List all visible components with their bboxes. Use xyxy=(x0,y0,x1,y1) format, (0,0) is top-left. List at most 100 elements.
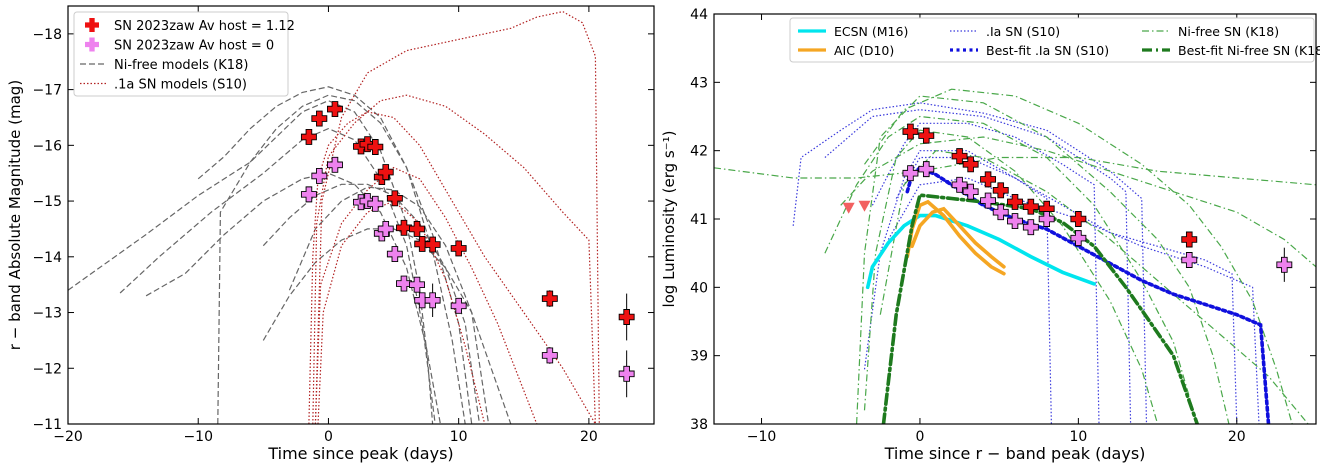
model-curve xyxy=(197,86,466,424)
model-curve xyxy=(864,88,1293,424)
y-tick-label: 43 xyxy=(690,75,708,91)
legend: SN 2023zaw Av host = 1.12 SN 2023zaw Av h… xyxy=(73,11,295,97)
data-point xyxy=(311,110,328,127)
x-tick-label: −20 xyxy=(53,429,83,445)
legend-marker xyxy=(85,18,99,32)
model-curve xyxy=(312,94,596,424)
legend-label: ECSN (M16) xyxy=(834,24,908,39)
data-point xyxy=(541,347,558,364)
model-curve xyxy=(887,177,1260,424)
data-point xyxy=(1007,193,1023,210)
data-point xyxy=(367,139,384,155)
data-point xyxy=(951,176,968,193)
data-point xyxy=(327,156,343,173)
left-panel: −20 −10 0 10 20 −11 −12 −13 −14 −15 −16 −17 −18 Time … xyxy=(6,5,655,463)
data-point xyxy=(300,129,317,145)
legend-box xyxy=(789,17,1315,63)
y-tick-label: −16 xyxy=(32,138,62,154)
y-tick-label: 40 xyxy=(690,280,708,296)
y-tick-label: 44 xyxy=(690,7,708,23)
data-point xyxy=(1007,213,1023,229)
data-point xyxy=(396,219,412,236)
data-point xyxy=(618,309,635,325)
data-point xyxy=(414,236,431,252)
model-curve xyxy=(308,111,596,424)
data-point xyxy=(902,165,919,182)
data-point xyxy=(386,190,403,207)
legend-label: Ni-free models (K18) xyxy=(114,58,248,73)
model-curve xyxy=(314,10,600,424)
model-curve xyxy=(714,156,1316,186)
data-point xyxy=(367,195,384,212)
series-line xyxy=(865,213,1096,290)
data-point xyxy=(962,183,979,200)
upper-limit-marker xyxy=(858,200,871,212)
x-tick-label: 0 xyxy=(324,429,333,445)
legend-label: SN 2023zaw Av host = 0 xyxy=(114,39,274,54)
y-tick-label: −14 xyxy=(32,250,62,266)
y-tick-label: 39 xyxy=(690,349,708,365)
model-curve xyxy=(856,95,1230,424)
series-line xyxy=(905,199,1006,276)
plot-frame xyxy=(67,5,655,425)
data-point xyxy=(962,156,979,173)
model-curve xyxy=(863,129,1159,424)
plot-area xyxy=(68,10,635,424)
data-point xyxy=(386,246,403,262)
legend-label: AIC (D10) xyxy=(834,43,894,58)
data-point xyxy=(992,204,1009,221)
x-tick-label: −10 xyxy=(747,429,777,445)
model-curve xyxy=(314,166,538,424)
model-curve xyxy=(792,102,1148,424)
model-curve xyxy=(871,122,1100,424)
y-tick-label: 42 xyxy=(690,144,708,160)
y-tick-label: −17 xyxy=(32,83,62,99)
x-tick-label: 20 xyxy=(1228,429,1246,445)
right-panel: −10 0 10 20 38 39 40 41 42 43 44 Time since r − ban… xyxy=(660,7,1320,463)
data-point xyxy=(377,164,394,181)
x-tick-label: 0 xyxy=(915,429,924,445)
x-tick-label: 10 xyxy=(450,429,468,445)
series-line xyxy=(905,165,1271,424)
y-tick-label: −12 xyxy=(32,361,62,377)
series-line xyxy=(910,206,1006,269)
legend-label: .Ia SN (S10) xyxy=(986,24,1060,39)
y-tick-label: 38 xyxy=(690,417,708,433)
y-tick-label: −13 xyxy=(32,306,62,322)
data-point xyxy=(424,292,441,309)
x-tick-label: 20 xyxy=(580,429,598,445)
legend-label: Best-fit Ni-free SN (K18) xyxy=(1178,43,1320,58)
data-point xyxy=(980,171,997,188)
data-point xyxy=(918,161,935,178)
data-point xyxy=(424,236,441,253)
legend-label: SN 2023zaw Av host = 1.12 xyxy=(114,19,295,34)
y-tick-label: 41 xyxy=(690,212,708,228)
y-tick-label: −18 xyxy=(32,27,62,43)
data-point xyxy=(980,192,997,209)
model-curve xyxy=(262,183,481,424)
model-curve xyxy=(119,127,436,424)
data-point xyxy=(1022,219,1039,236)
plot-area xyxy=(714,88,1316,424)
data-point xyxy=(951,148,968,165)
data-point xyxy=(409,276,425,293)
data-point xyxy=(311,168,328,184)
model-curve xyxy=(863,150,1052,424)
x-tick-label: 10 xyxy=(1069,429,1087,445)
y-axis-label: log Luminosity (erg s⁻¹) xyxy=(660,130,678,307)
model-curve xyxy=(145,172,441,424)
data-point xyxy=(541,290,558,307)
data-point xyxy=(377,220,394,237)
legend-box xyxy=(73,11,289,97)
data-point xyxy=(992,182,1009,199)
y-tick-label: −15 xyxy=(32,194,62,210)
x-tick-label: −10 xyxy=(183,429,213,445)
legend-label: .1a SN models (S10) xyxy=(114,78,247,93)
legend: ECSN (M16) AIC (D10) .Ia SN (S10) Best-fit … xyxy=(789,17,1320,63)
data-point xyxy=(1022,198,1039,215)
data-point xyxy=(450,297,467,314)
data-point xyxy=(1276,256,1293,273)
data-point xyxy=(918,127,935,144)
